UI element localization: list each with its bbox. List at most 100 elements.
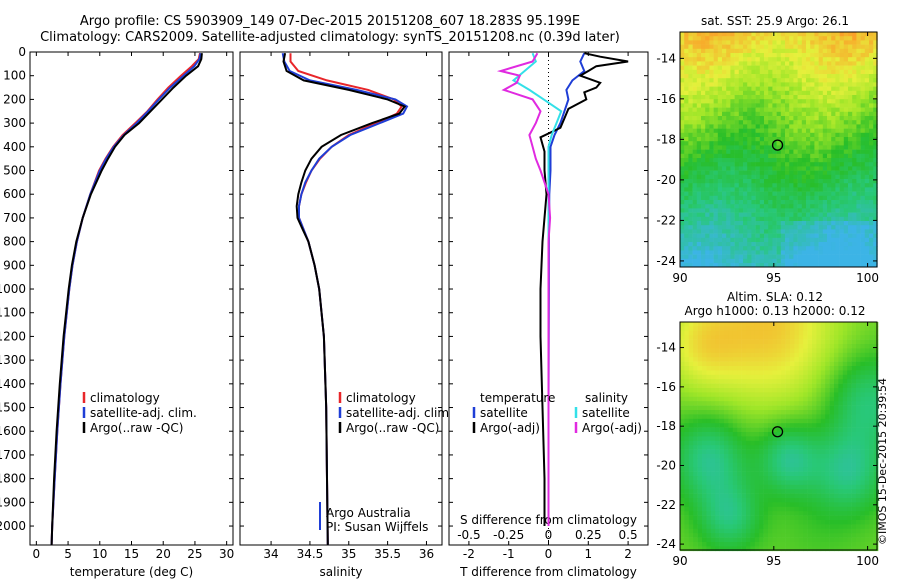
sst-map-cell [776, 174, 782, 180]
sst-map-cell [751, 141, 756, 146]
sla-map-cell [763, 454, 769, 459]
sst-map-cell [755, 128, 761, 134]
sst-map-cell [852, 82, 857, 87]
sla-map-cell [768, 427, 773, 433]
sst-map-cell [831, 57, 836, 62]
sst-map-cell [696, 57, 702, 62]
sst-map-cell [747, 107, 752, 113]
sst-map-cell [680, 61, 685, 66]
sst-map-cell [722, 242, 727, 247]
sst-map-cell [780, 95, 786, 100]
sst-map-cell [743, 116, 748, 121]
sla-map-cell [732, 493, 738, 499]
sla-map-cell [724, 344, 729, 349]
sst-map-cell [747, 32, 752, 37]
sst-map-cell [730, 32, 735, 37]
sla-map-cell [790, 322, 795, 327]
sla-map-cell [724, 361, 729, 367]
sla-map-cell [842, 344, 848, 349]
sst-map-cell [810, 162, 815, 167]
sst-map-cell [738, 32, 744, 37]
sst-map-cell [701, 191, 706, 197]
sla-map-cell [794, 489, 800, 494]
sst-map-cell [814, 116, 819, 121]
sst-map-cell [738, 162, 744, 167]
sla-map-cell [842, 449, 848, 455]
sst-map-cell [843, 99, 849, 104]
sla-map-cell [798, 414, 804, 420]
sla-map-cell [838, 454, 844, 459]
difference-t-tick-label: 2 [624, 547, 632, 561]
sst-map-cell [843, 187, 849, 192]
sst-map-cell [692, 137, 698, 142]
sla-map-cell [728, 524, 734, 530]
sst-map-cell [856, 153, 861, 159]
sst-map-cell [772, 141, 777, 146]
sla-map-cell [794, 449, 800, 455]
sst-map-cell [713, 65, 719, 71]
sla-map-cell [873, 370, 879, 376]
sla-map-cell [851, 511, 857, 516]
sla-map-cell [706, 498, 712, 503]
sla-map-cell [816, 484, 822, 490]
sst-map-cell [822, 149, 828, 155]
sst-map-cell [860, 107, 866, 113]
sst-map-cell [780, 74, 786, 79]
sla-map-cell [803, 379, 808, 384]
sst-map-cell [801, 174, 807, 180]
sst-map-cell [692, 254, 698, 260]
sst-map-cell [701, 74, 706, 79]
sst-map-cell [743, 99, 748, 104]
sst-map-cell [835, 170, 840, 176]
sla-map-cell [719, 366, 725, 371]
sla-map-cell [732, 326, 738, 332]
sst-map-cell [810, 48, 815, 54]
sst-map-cell [860, 187, 866, 192]
sla-map-cell [842, 498, 848, 503]
sst-map-cell [680, 208, 685, 213]
sst-map-cell [797, 124, 803, 129]
sst-map-cell [785, 132, 790, 138]
sla-map-cell [820, 374, 826, 380]
sla-map-cell [873, 388, 879, 393]
sst-map-cell [738, 61, 744, 66]
sst-map-cell [759, 258, 765, 264]
sla-map-cell [825, 405, 830, 411]
sla-map-cell [825, 361, 830, 367]
sst-map-cell [772, 82, 777, 87]
sla-map-cell [794, 427, 800, 433]
sst-map-cell [734, 57, 740, 62]
sst-map-cell [789, 116, 794, 121]
sst-map-cell [839, 170, 845, 176]
sst-map-cell [789, 103, 794, 108]
sla-map-cell [688, 520, 694, 525]
sst-map-cell [873, 153, 878, 159]
sla-map-cell [785, 366, 791, 371]
sla-map-cell [785, 410, 791, 415]
sst-map-cell [772, 233, 777, 239]
sst-map-cell [818, 32, 824, 37]
sst-map-cell [785, 141, 790, 146]
sst-map-cell [684, 158, 689, 163]
sst-map-cell [713, 200, 719, 205]
sst-map-cell [688, 120, 693, 125]
sla-map-cell [750, 379, 756, 384]
sst-map-cell [759, 86, 765, 92]
sla-map-cell [768, 361, 773, 367]
sst-map-cell [701, 166, 706, 171]
sla-map-cell [807, 405, 813, 411]
sst-map-cell [810, 53, 815, 58]
sla-map-cell [684, 410, 690, 415]
difference-t-tick-label: -1 [503, 547, 515, 561]
sst-map-cell [852, 48, 857, 54]
sst-map-cell [864, 229, 870, 234]
sla-map-cell [702, 418, 707, 424]
sla-map-cell [856, 383, 861, 389]
sst-map-cell [726, 95, 731, 100]
sst-map-cell [843, 216, 849, 222]
sla-map-cell [706, 445, 712, 450]
sla-map-cell [759, 506, 764, 512]
sla-map-cell [737, 405, 742, 411]
sst-map-cell [738, 166, 744, 171]
sst-map-cell [755, 137, 761, 142]
